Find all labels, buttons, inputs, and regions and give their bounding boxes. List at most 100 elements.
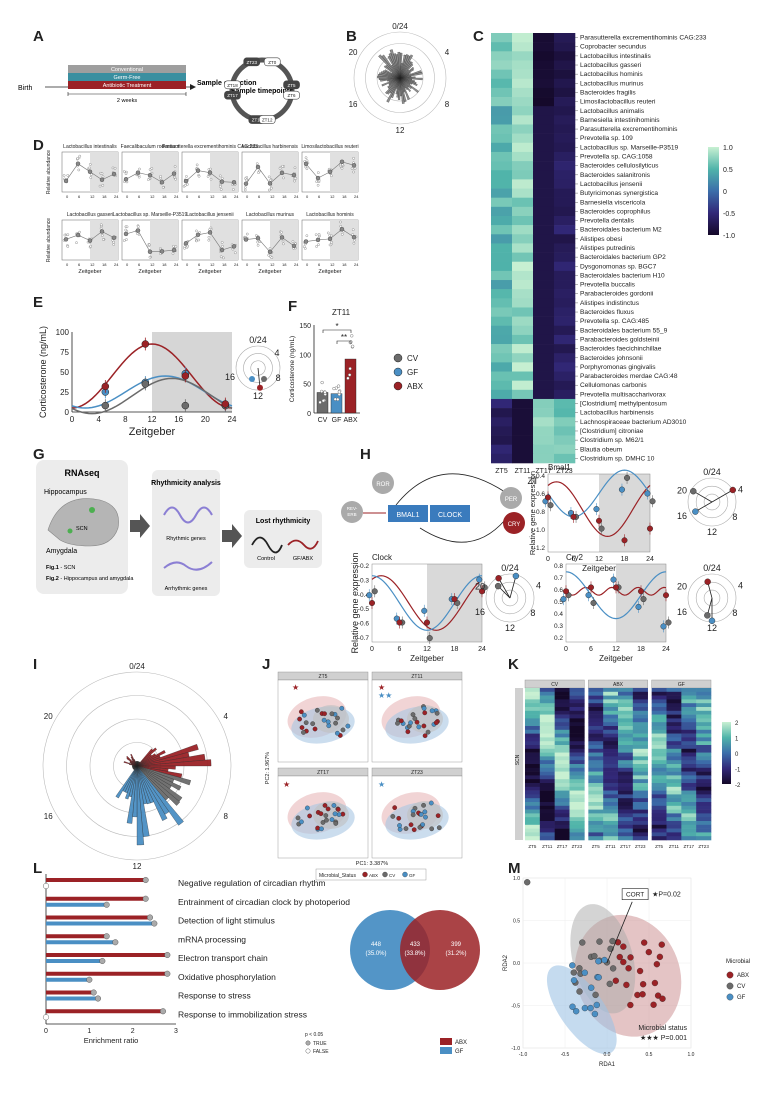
h-bmal1-point [545, 494, 552, 501]
d-xtick: 18 [282, 262, 287, 267]
k-cell [588, 798, 604, 803]
k-cell [618, 809, 634, 814]
j-point [301, 730, 306, 735]
j-legend-label: GF [409, 873, 416, 878]
k-xtick: ZT17 [620, 844, 631, 849]
l-bar-abx [46, 934, 107, 939]
heatmap-c-cell [491, 234, 513, 244]
d-xtick: 0 [66, 262, 69, 267]
l-sig-true: TRUE [313, 1041, 327, 1047]
d-xtick: 18 [162, 194, 167, 199]
j-point [325, 806, 331, 812]
k-cell [651, 836, 667, 841]
heatmap-c-cell [554, 426, 576, 436]
k-cell [554, 779, 570, 784]
h-bmal1-curve [547, 469, 651, 518]
k-cell [588, 805, 604, 810]
timepoint-label: ZT17 [227, 93, 238, 98]
k-cell [525, 710, 541, 715]
heatmap-c-species: Cellulomonas carbonis [580, 382, 647, 389]
heatmap-c-cell [512, 307, 534, 317]
l-sig-true-swatch [305, 1040, 311, 1046]
heatmap-c-cell [512, 206, 534, 217]
m-xtick: -1.0 [519, 1052, 528, 1058]
h-bmal1-clock-label: 8 [732, 512, 737, 522]
heatmap-c-cell [554, 42, 576, 52]
d-mean-point [75, 232, 81, 238]
k-cell [618, 764, 634, 769]
k-cell [618, 817, 634, 822]
j-star: ★ [378, 683, 385, 692]
m-point-gf [569, 962, 576, 969]
k-cell [525, 771, 541, 776]
heatmap-c-cell [533, 280, 555, 290]
k-cell [632, 695, 648, 700]
k-cell [632, 733, 648, 738]
k-cell [539, 710, 555, 715]
l-end-abx [142, 877, 149, 884]
gfabx-label: GF/ABX [293, 556, 314, 562]
h-cry2-clock-dot [704, 612, 711, 619]
h-cry2-point [610, 576, 617, 583]
j-point [299, 725, 305, 730]
k-xtick: ZT23 [698, 844, 709, 849]
k-cell [554, 828, 570, 833]
k-cell [696, 828, 712, 833]
k-cell [554, 821, 570, 826]
heatmap-c-cell [554, 371, 576, 381]
m-point-cv [609, 965, 617, 972]
d-data-point [125, 225, 129, 229]
k-cell [632, 817, 648, 822]
k-cell [603, 710, 619, 715]
rose-b-bar [393, 53, 401, 79]
k-cell [588, 821, 604, 826]
rose-b-bar [399, 71, 423, 79]
panel-letter-f: F [288, 298, 298, 315]
rose-b-angle-label: 16 [349, 100, 358, 109]
k-cell [681, 699, 697, 704]
k-cell [569, 703, 585, 708]
k-cell [554, 748, 570, 753]
heatmap-c-cell [512, 389, 534, 400]
d-data-point [112, 240, 115, 244]
m-point-abx [636, 967, 644, 975]
h-bmal1-clock-label: 16 [677, 511, 687, 521]
d-dark-phase [210, 152, 238, 192]
h-bmal1-xtick: 12 [595, 556, 603, 563]
heatmap-c-cell [491, 398, 513, 409]
heatmap-c-cell [533, 97, 555, 107]
d-data-point [305, 159, 309, 162]
j-point [397, 823, 402, 828]
heatmap-c-species: Bacteroides faecichinchillae [580, 346, 662, 353]
d-xtick: 6 [78, 262, 81, 267]
rhythm-box [152, 470, 220, 596]
d-xtick: 12 [330, 194, 335, 199]
h-cry2-point [660, 623, 667, 630]
h-node-reverb-label2: ERB [347, 512, 356, 517]
f-ytick: 150 [299, 323, 311, 330]
j-point [422, 733, 428, 739]
k-cell [569, 817, 585, 822]
d-data-point [173, 175, 177, 179]
k-cell [588, 756, 604, 761]
k-xtick: ZT11 [542, 844, 553, 849]
m-point-abx [641, 939, 648, 946]
k-row-label: SCN [515, 754, 521, 765]
f-sig-bracket-2 [336, 340, 352, 344]
f-title: ZT11 [332, 308, 351, 317]
j-point [421, 723, 427, 729]
m-point-cv [579, 939, 586, 946]
j-point [395, 720, 400, 726]
k-cell [603, 832, 619, 837]
heatmap-c-cell [533, 179, 555, 189]
d-data-point [100, 172, 104, 175]
heatmap-c-cell [512, 252, 534, 263]
d-data-point [66, 233, 70, 237]
heatmap-c-cell [533, 225, 555, 235]
j-point [333, 821, 339, 826]
heatmap-c-cell [533, 197, 555, 208]
f-dot [320, 380, 324, 385]
m-point-abx [659, 995, 666, 1002]
heatmap-c-cell [554, 188, 576, 198]
heatmap-c-species: Lactobacillus sp. Marseille-P3519 [580, 144, 679, 151]
